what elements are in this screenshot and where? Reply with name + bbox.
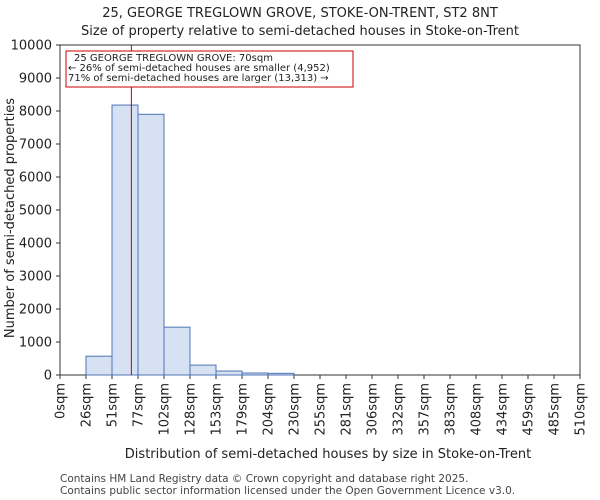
bars-group	[85, 104, 295, 376]
footer-line-1: Contains HM Land Registry data © Crown c…	[60, 473, 468, 485]
x-tick-label: 459sqm	[522, 383, 537, 436]
y-tick-label: 9000	[19, 72, 52, 87]
x-tick-label: 510sqm	[574, 383, 589, 436]
y-tick-label: 0	[44, 369, 52, 384]
x-tick-label: 408sqm	[470, 383, 485, 436]
y-tick-label: 8000	[19, 105, 52, 120]
annotation-line-3: 71% of semi-detached houses are larger (…	[68, 73, 329, 84]
x-tick-label: 26sqm	[80, 383, 95, 427]
x-tick-label: 51sqm	[106, 383, 121, 427]
chart-subtitle: Size of property relative to semi-detach…	[81, 24, 519, 39]
y-tick-label: 1000	[19, 336, 52, 351]
y-tick-label: 5000	[19, 204, 52, 219]
x-tick-label: 306sqm	[366, 383, 381, 436]
x-axis-ticks: 0sqm 26sqm 51sqm 77sqm 102sqm 128sqm 153sqm 179…	[54, 375, 589, 436]
y-axis-ticks: 0 1000 2000 3000 4000 5000 6000 7000 8000 9000 100…	[11, 39, 60, 384]
bar	[189, 364, 217, 376]
x-tick-label: 255sqm	[314, 383, 329, 436]
annotation-box	[65, 50, 354, 88]
x-tick-label: 383sqm	[444, 383, 459, 436]
x-tick-label: 0sqm	[54, 383, 69, 419]
chart-title: 25, GEORGE TREGLOWN GROVE, STOKE-ON-TREN…	[102, 6, 498, 21]
y-tick-label: 2000	[19, 303, 52, 318]
bar	[215, 370, 243, 376]
annotation-line-1: 25 GEORGE TREGLOWN GROVE: 70sqm	[74, 53, 273, 64]
y-tick-label: 10000	[11, 39, 52, 54]
x-axis-label: Distribution of semi-detached houses by …	[125, 447, 531, 462]
x-tick-label: 77sqm	[132, 383, 147, 427]
bar	[137, 113, 165, 376]
bar	[85, 355, 113, 376]
y-tick-label: 3000	[19, 270, 52, 285]
y-axis-label: Number of semi-detached properties	[3, 98, 18, 338]
x-tick-label: 332sqm	[392, 383, 407, 436]
x-tick-label: 153sqm	[210, 383, 225, 436]
x-tick-label: 204sqm	[262, 383, 277, 436]
x-tick-label: 179sqm	[236, 383, 251, 436]
y-tick-label: 7000	[19, 138, 52, 153]
bar	[111, 104, 139, 376]
x-tick-label: 434sqm	[496, 383, 511, 436]
x-tick-label: 102sqm	[158, 383, 173, 436]
bar	[241, 372, 269, 376]
y-tick-label: 6000	[19, 171, 52, 186]
bar	[163, 326, 191, 376]
x-tick-label: 230sqm	[288, 383, 303, 436]
y-tick-label: 4000	[19, 237, 52, 252]
x-tick-label: 128sqm	[184, 383, 199, 436]
x-tick-label: 485sqm	[548, 383, 563, 436]
bar	[267, 372, 295, 376]
x-tick-label: 281sqm	[340, 383, 355, 436]
footer-line-2: Contains public sector information licen…	[60, 485, 515, 497]
annotation-line-2: ← 26% of semi-detached houses are smalle…	[68, 63, 330, 74]
x-tick-label: 357sqm	[418, 383, 433, 436]
